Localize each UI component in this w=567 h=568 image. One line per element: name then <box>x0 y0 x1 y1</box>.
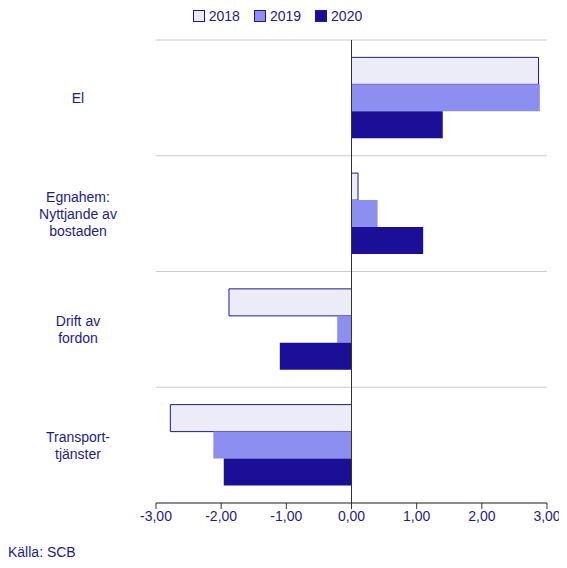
svg-text:1,00: 1,00 <box>403 508 430 524</box>
svg-text:3,00: 3,00 <box>533 508 559 524</box>
svg-text:0,00: 0,00 <box>338 508 365 524</box>
html-text:2019: 2019 <box>269 8 302 24</box>
svg-text:El: El <box>72 90 84 106</box>
svg-text:-1,00: -1,00 <box>270 508 302 524</box>
svg-text:2,00: 2,00 <box>468 508 495 524</box>
svg-text:-2,00: -2,00 <box>205 508 237 524</box>
svg-text:Transport-tjänster: Transport-tjänster <box>46 429 110 462</box>
html-text:Källa: SCB: Källa: SCB <box>8 544 76 560</box>
svg-text:Egnahem:Nyttjande avbostaden: Egnahem:Nyttjande avbostaden <box>39 189 117 239</box>
svg-text:Drift avfordon: Drift avfordon <box>56 313 100 346</box>
html-text:2018: 2018 <box>208 8 240 24</box>
html-text:2020: 2020 <box>331 8 363 24</box>
svg-text:-3,00: -3,00 <box>140 508 172 524</box>
